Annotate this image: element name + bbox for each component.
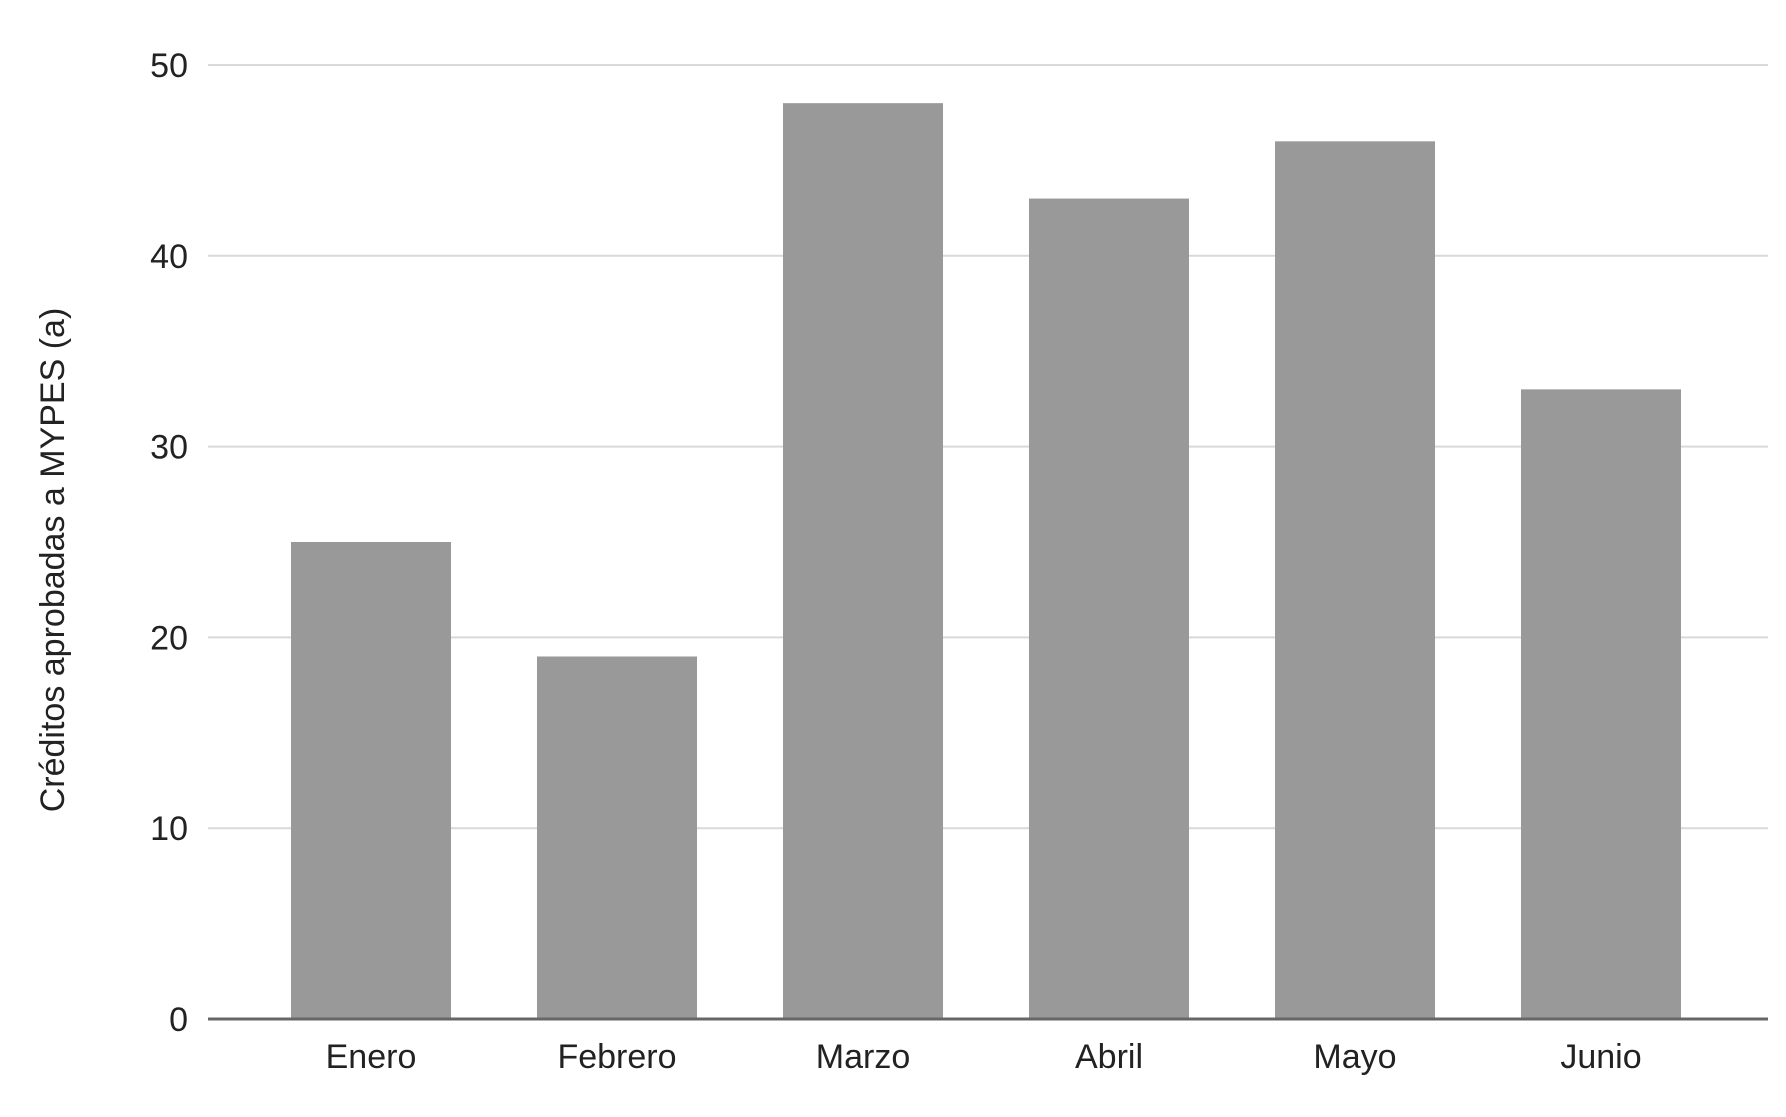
x-tick-label: Marzo <box>816 1038 910 1076</box>
x-tick-label: Febrero <box>557 1038 676 1076</box>
y-tick-label: 30 <box>150 429 188 467</box>
bar-junio <box>1521 389 1681 1019</box>
bar-febrero <box>537 656 697 1019</box>
x-tick-label: Enero <box>326 1038 417 1076</box>
x-tick-label: Junio <box>1560 1038 1641 1076</box>
y-axis-title: Créditos aprobadas a MYPES (a) <box>34 308 72 813</box>
y-tick-label: 10 <box>150 810 188 848</box>
gridlines <box>208 64 1768 830</box>
bar-marzo <box>783 103 943 1019</box>
y-tick-label: 0 <box>169 1001 188 1039</box>
bars <box>291 103 1681 1019</box>
bar-mayo <box>1275 141 1435 1019</box>
y-tick-label: 20 <box>150 619 188 657</box>
y-tick-label: 40 <box>150 238 188 276</box>
y-tick-labels: 0 10 20 30 40 50 <box>150 47 188 1039</box>
x-tick-label: Abril <box>1075 1038 1143 1076</box>
x-tick-labels: Enero Febrero Marzo Abril Mayo Junio <box>326 1038 1642 1076</box>
y-tick-label: 50 <box>150 47 188 85</box>
bar-enero <box>291 542 451 1019</box>
x-tick-label: Mayo <box>1313 1038 1396 1076</box>
bar-abril <box>1029 198 1189 1019</box>
